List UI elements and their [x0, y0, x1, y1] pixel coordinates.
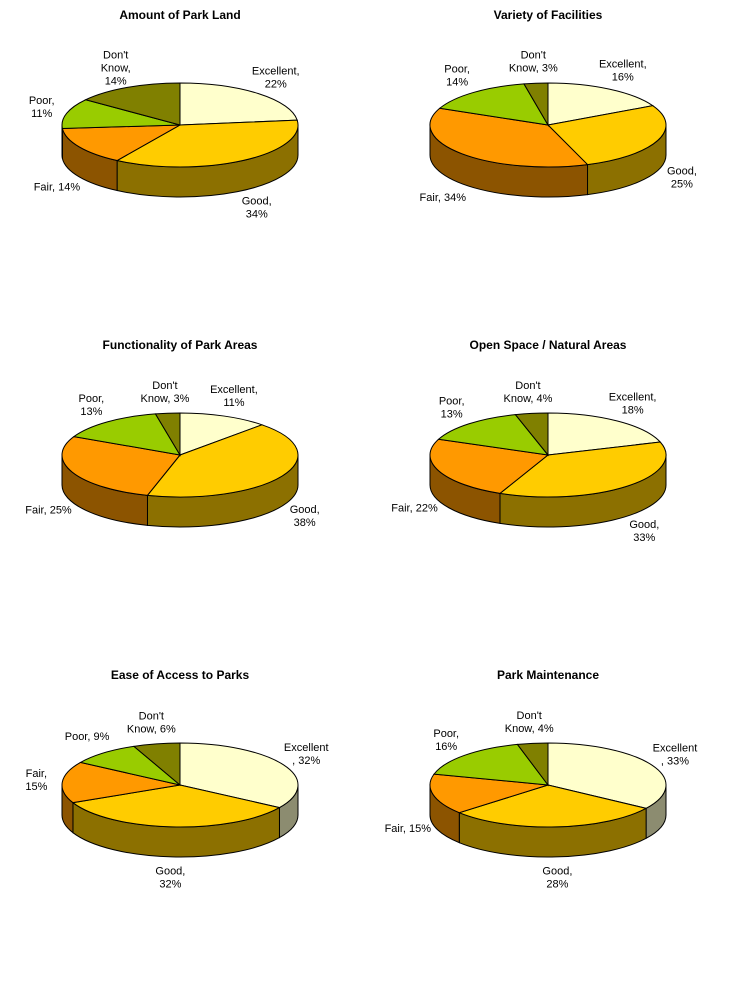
data-label: Fair, 15% — [385, 823, 432, 835]
data-label: Fair, 34% — [420, 192, 467, 204]
slice — [84, 82, 181, 126]
data-label: Know, 4% — [505, 723, 554, 735]
data-label: Don't — [139, 711, 164, 723]
data-label: Good, — [629, 519, 659, 531]
chart-title: Ease of Access to Parks — [111, 668, 250, 682]
data-label: 34% — [246, 209, 268, 221]
data-label: Excellent, — [210, 384, 258, 396]
data-label: , 33% — [661, 756, 689, 768]
slice — [115, 119, 299, 168]
data-label: 13% — [441, 409, 463, 421]
chart-title: Functionality of Park Areas — [103, 338, 258, 352]
slice — [179, 82, 298, 126]
chart-title: Amount of Park Land — [119, 8, 240, 22]
data-label: Excellent, — [609, 391, 657, 403]
slice — [514, 412, 549, 457]
slice — [154, 412, 181, 457]
data-label: Good, — [155, 865, 185, 877]
data-label: Good, — [667, 166, 697, 178]
data-label: Poor, — [439, 396, 465, 408]
slice — [429, 438, 550, 494]
slice — [547, 412, 662, 456]
data-label: 14% — [105, 76, 127, 88]
data-label: 13% — [80, 406, 102, 418]
data-label: 11% — [223, 397, 244, 409]
data-label: Poor, 9% — [65, 731, 110, 743]
data-label: Excellent, — [599, 59, 647, 71]
data-label: 16% — [612, 72, 634, 84]
data-label: Fair, — [26, 768, 47, 780]
data-label: Poor, — [79, 393, 105, 405]
data-label: Know, 6% — [127, 724, 176, 736]
slice — [61, 761, 181, 804]
data-label: 11% — [31, 108, 52, 120]
data-label: Good, — [542, 865, 572, 877]
data-label: Don't — [521, 50, 546, 62]
slice — [523, 82, 549, 127]
data-label: Poor, — [29, 95, 55, 107]
slice — [547, 82, 655, 126]
data-label: 14% — [446, 77, 468, 89]
data-label: Know, 3% — [509, 63, 558, 75]
data-label: 33% — [633, 532, 655, 544]
slice — [72, 413, 181, 456]
slice — [61, 124, 181, 162]
data-label: 16% — [435, 741, 457, 753]
data-label: 38% — [294, 517, 316, 529]
data-label: Fair, 14% — [34, 182, 81, 194]
data-label: Don't — [152, 380, 177, 392]
slice — [546, 105, 667, 166]
data-label: Excellent — [284, 742, 329, 754]
data-label: 15% — [25, 781, 47, 793]
data-label: Fair, 22% — [391, 503, 438, 515]
data-label: Good, — [290, 504, 320, 516]
data-label: Poor, — [433, 728, 459, 740]
data-label: Don't — [103, 50, 128, 62]
chart-title: Open Space / Natural Areas — [470, 338, 627, 352]
slice — [429, 773, 549, 814]
slice — [437, 414, 550, 456]
data-label: Excellent, — [252, 65, 300, 77]
data-label: Poor, — [444, 64, 470, 76]
slice — [438, 83, 549, 126]
slice — [71, 784, 281, 828]
data-label: 18% — [622, 404, 644, 416]
data-label: Don't — [515, 380, 540, 392]
data-label: Know, 4% — [504, 393, 553, 405]
data-label: Fair, 25% — [25, 505, 72, 517]
slice — [498, 441, 667, 498]
chart-title: Variety of Facilities — [494, 8, 603, 22]
data-label: , 32% — [292, 755, 320, 767]
data-label: 32% — [159, 878, 181, 890]
data-label: Excellent — [653, 743, 698, 755]
data-label: Know, — [101, 63, 131, 75]
data-label: 25% — [671, 179, 693, 191]
data-label: Good, — [242, 196, 272, 208]
slice — [61, 99, 181, 129]
slice — [61, 436, 181, 496]
slice — [429, 107, 589, 168]
slice — [179, 412, 264, 456]
data-label: Know, 3% — [140, 393, 189, 405]
slice — [457, 784, 648, 828]
data-label: 22% — [265, 78, 287, 90]
data-label: Don't — [517, 710, 542, 722]
data-label: 28% — [546, 878, 568, 890]
slice — [132, 742, 181, 787]
chart-title: Park Maintenance — [497, 668, 599, 682]
slice — [433, 743, 550, 786]
slice — [146, 424, 299, 498]
slice — [516, 742, 549, 787]
